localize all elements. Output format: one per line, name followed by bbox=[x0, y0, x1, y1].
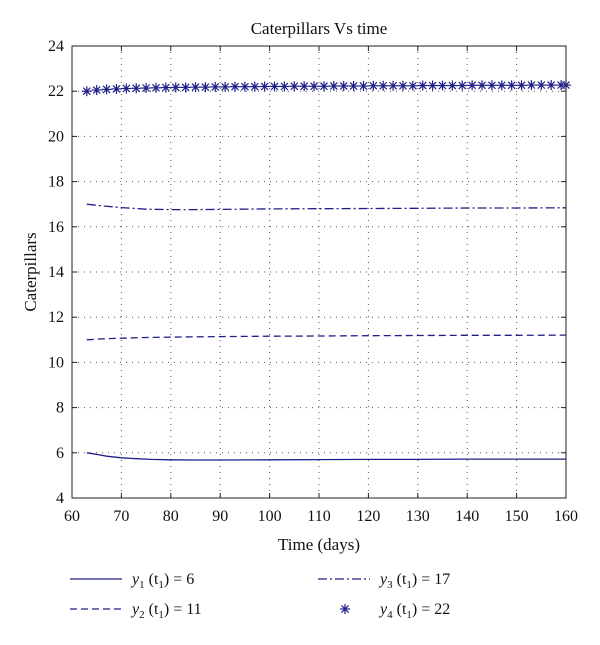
series-4-markers bbox=[81, 80, 571, 97]
series-4-point bbox=[131, 83, 142, 94]
legend-label-series-2: y2 (t1) = 11 bbox=[130, 601, 202, 621]
series-4-point bbox=[526, 80, 537, 91]
x-tick-label: 110 bbox=[307, 508, 330, 525]
legend-label-series-4: y4 (t1) = 22 bbox=[378, 601, 450, 621]
x-tick-label: 140 bbox=[455, 508, 479, 525]
series-3-line bbox=[86, 203, 567, 211]
series-4-point bbox=[190, 82, 201, 93]
series-4-point bbox=[516, 80, 527, 91]
legend-swatch-series-4 bbox=[340, 604, 350, 614]
series-1-line bbox=[86, 452, 566, 461]
y-tick-label: 20 bbox=[48, 128, 64, 145]
series-4-point bbox=[101, 84, 112, 95]
series-4-point bbox=[170, 82, 181, 93]
x-tick-label: 90 bbox=[212, 508, 228, 525]
series-4-point bbox=[368, 80, 379, 91]
series-4-point bbox=[417, 80, 428, 91]
series-4-point bbox=[230, 81, 241, 92]
y-tick-label: 18 bbox=[48, 174, 64, 191]
series-4-point bbox=[397, 80, 408, 91]
series-4-point bbox=[447, 80, 458, 91]
series-4-point bbox=[378, 80, 389, 91]
x-tick-label: 150 bbox=[505, 508, 529, 525]
x-tick-label: 120 bbox=[356, 508, 380, 525]
series-4-point bbox=[299, 81, 310, 92]
legend-label-series-3: y3 (t1) = 17 bbox=[378, 571, 450, 591]
x-tick-label: 130 bbox=[406, 508, 430, 525]
x-tick-label: 100 bbox=[258, 508, 282, 525]
series-4-point bbox=[427, 80, 438, 91]
x-tick-label: 60 bbox=[64, 508, 80, 525]
series-4-point bbox=[318, 81, 329, 92]
series-4-point bbox=[200, 82, 211, 93]
y-tick-label: 4 bbox=[56, 490, 64, 507]
series-4-point bbox=[269, 81, 280, 92]
series-4-point bbox=[220, 81, 231, 92]
x-tick-label: 160 bbox=[554, 508, 578, 525]
series-4-point bbox=[180, 82, 191, 93]
series-4-point bbox=[249, 81, 260, 92]
y-tick-label: 10 bbox=[48, 354, 64, 371]
legend: y1 (t1) = 6 y2 (t1) = 11 y3 (t1) = 17 y4 (t… bbox=[70, 571, 450, 621]
y-tick-label: 16 bbox=[48, 219, 64, 236]
series-4-point bbox=[91, 85, 102, 96]
series-4-point bbox=[546, 80, 557, 91]
x-tick-label: 80 bbox=[163, 508, 179, 525]
y-tick-label: 6 bbox=[56, 445, 64, 462]
series-4-point bbox=[121, 83, 132, 94]
series-4-point bbox=[407, 80, 418, 91]
x-tick-label: 70 bbox=[113, 508, 129, 525]
series-4-point bbox=[81, 86, 92, 97]
y-tick-label: 8 bbox=[56, 400, 64, 417]
grid-layer bbox=[72, 46, 566, 498]
series-4-point bbox=[210, 81, 221, 92]
y-tick-label: 12 bbox=[48, 309, 64, 326]
series-2-line bbox=[86, 334, 567, 341]
series-4-point bbox=[348, 81, 359, 92]
series-4-point bbox=[467, 80, 478, 91]
series-4-point bbox=[477, 80, 488, 91]
x-axis-label: Time (days) bbox=[278, 535, 360, 554]
series-4-point bbox=[496, 80, 507, 91]
y-axis-label: Caterpillars bbox=[21, 232, 40, 311]
series-4-point bbox=[536, 80, 547, 91]
series-4-point bbox=[457, 80, 468, 91]
y-tick-label: 14 bbox=[48, 264, 64, 281]
chart-title: Caterpillars Vs time bbox=[251, 19, 388, 38]
series-4-point bbox=[506, 80, 517, 91]
series-4-point bbox=[328, 81, 339, 92]
y-tick-label: 24 bbox=[48, 38, 64, 55]
series-4-point bbox=[239, 81, 250, 92]
series-4-point bbox=[160, 82, 171, 93]
series-4-point bbox=[486, 80, 497, 91]
series-4-point bbox=[150, 82, 161, 93]
series-4-point bbox=[111, 83, 122, 94]
legend-label-series-1: y1 (t1) = 6 bbox=[130, 571, 194, 591]
axis-ticks: 60 70 80 90 100 110 120 130 140 150 160 4 6 8 10 12 14 16… bbox=[48, 38, 578, 525]
series-4-point bbox=[309, 81, 320, 92]
series-4-point bbox=[279, 81, 290, 92]
series-4-point bbox=[388, 80, 399, 91]
series-4-point bbox=[141, 83, 152, 94]
series-4-point bbox=[338, 81, 349, 92]
series-layer bbox=[81, 80, 571, 461]
series-4-point bbox=[358, 81, 369, 92]
y-tick-label: 22 bbox=[48, 83, 64, 100]
series-4-point bbox=[437, 80, 448, 91]
series-4-point bbox=[289, 81, 300, 92]
series-4-point bbox=[259, 81, 270, 92]
